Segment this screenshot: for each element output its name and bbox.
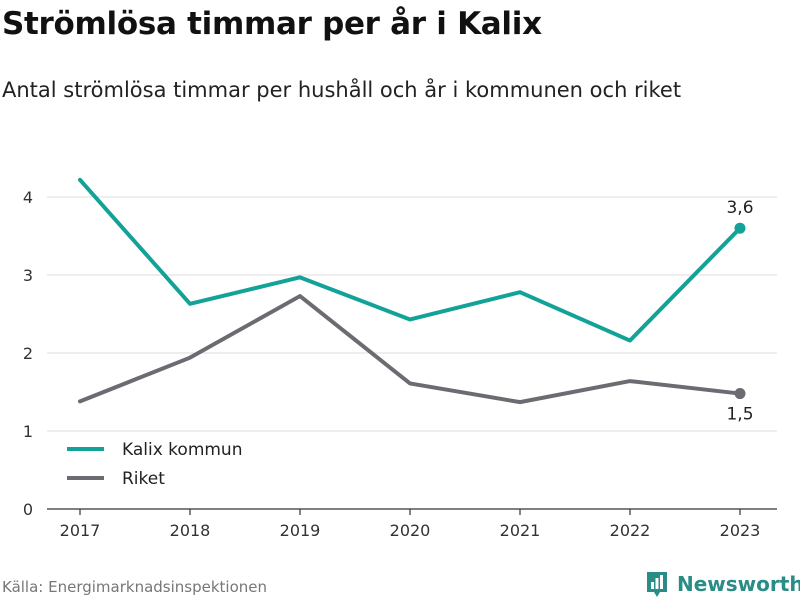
y-tick-label: 1 <box>23 422 33 441</box>
brand-name: Newsworthy <box>677 572 800 596</box>
x-tick-label: 2018 <box>170 521 211 540</box>
y-tick-label: 2 <box>23 344 33 363</box>
end-value-label: 3,6 <box>726 198 753 218</box>
legend: Kalix kommun Riket <box>67 440 243 489</box>
x-tick-label: 2020 <box>390 521 431 540</box>
end-point-marker <box>734 388 746 400</box>
series-lines: 3,6 1,5 <box>78 177 754 425</box>
source-note: Källa: Energimarknadsinspektionen <box>2 578 268 596</box>
legend-label: Kalix kommun <box>122 440 243 460</box>
chart-title: Strömlösa timmar per år i Kalix <box>2 6 542 42</box>
x-axis-ticks: 2017 2018 2019 2020 2021 2022 2023 <box>60 509 761 540</box>
end-value-label: 1,5 <box>726 405 753 425</box>
y-tick-label: 4 <box>23 188 33 207</box>
brand-logo: Newsworthy <box>645 568 800 600</box>
y-tick-label: 0 <box>23 500 33 519</box>
y-axis-ticks: 0 1 2 3 4 <box>23 188 33 519</box>
x-tick-label: 2022 <box>610 521 651 540</box>
end-point-marker <box>734 222 746 234</box>
line-chart: 0 1 2 3 4 2017 2018 2019 2020 2021 2022 2023 3,6 1,… <box>23 177 777 540</box>
legend-label: Riket <box>122 469 165 489</box>
y-tick-label: 3 <box>23 266 33 285</box>
x-tick-label: 2023 <box>720 521 761 540</box>
chart-subtitle: Antal strömlösa timmar per hushåll och å… <box>2 78 682 102</box>
series-line-riket <box>78 294 742 405</box>
gridlines <box>47 196 777 510</box>
series-line-kalix <box>78 177 742 343</box>
x-tick-label: 2019 <box>280 521 321 540</box>
x-tick-label: 2021 <box>500 521 541 540</box>
x-tick-label: 2017 <box>60 521 101 540</box>
newsworthy-logo-icon <box>647 572 667 597</box>
